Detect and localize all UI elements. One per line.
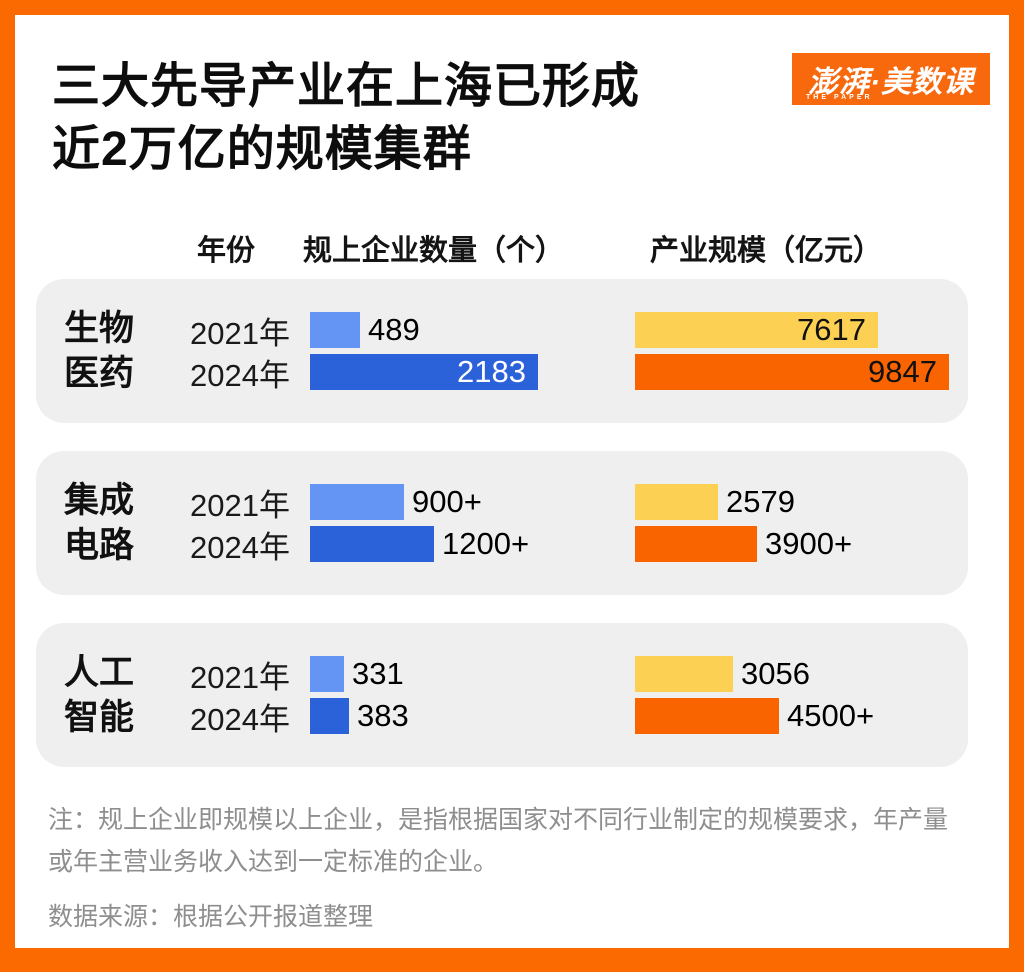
bar-row-2024: 2024年 1200+ 3900+ [162,526,965,565]
panel-integrated-circuits: 集成 电路 2021年 900+ 2579 20 [36,451,968,595]
column-headers: 年份 规上企业数量（个） 产业规模（亿元） [15,227,1009,267]
scale-cell: 3900+ [635,526,965,562]
bar-row-2021: 2021年 900+ 2579 [162,484,965,523]
scale-cell: 2579 [635,484,965,520]
scale-bar-2024: 9847 [635,354,949,390]
scale-bar-2021: 7617 [635,312,878,348]
enterprises-value: 2183 [457,354,526,389]
column-header-scale: 产业规模（亿元） [650,235,883,267]
scale-cell: 4500+ [635,698,965,734]
scale-bar-2021 [635,484,718,520]
scale-cell: 7617 [635,312,965,348]
footnotes: 注：规上企业即规模以上企业，是指根据国家对不同行业制定的规模要求，年产量或年主营… [48,799,962,935]
scale-value: 9847 [868,354,937,389]
column-header-year: 年份 [197,235,256,267]
enterprises-cell: 900+ [310,484,635,520]
enterprises-cell: 489 [310,312,635,348]
enterprises-cell: 383 [310,698,635,734]
enterprises-bar-2024: 2183 [310,354,538,390]
logo-subtext: THE PAPER [806,94,873,101]
bar-rows: 2021年 900+ 2579 2024年 [162,484,965,565]
content-area: 三大先导产业在上海已形成 近2万亿的规模集群 澎湃·美数课 THE PAPER … [15,15,1009,948]
scale-bar-2024 [635,698,779,734]
enterprises-bar-2021 [310,484,404,520]
enterprises-bar-2024 [310,698,349,734]
industry-panels: 生物 医药 2021年 489 7617 [36,279,968,795]
scale-bar-2021 [635,656,733,692]
bar-rows: 2021年 331 3056 2024年 [162,656,965,737]
year-label: 2021年 [190,315,290,351]
publisher-logo: 澎湃·美数课 THE PAPER [792,53,990,105]
enterprises-value: 489 [368,312,420,347]
column-header-enterprises: 规上企业数量（个） [303,235,565,267]
panel-biomedicine: 生物 医药 2021年 489 7617 [36,279,968,423]
year-label: 2021年 [190,487,290,523]
enterprises-cell: 2183 [310,354,635,390]
year-label: 2024年 [190,701,290,737]
enterprises-bar-2021 [310,312,360,348]
enterprises-value: 1200+ [442,526,530,561]
scale-cell: 3056 [635,656,965,692]
bar-row-2021: 2021年 331 3056 [162,656,965,695]
enterprises-bar-2021 [310,656,344,692]
bar-row-2024: 2024年 2183 9847 [162,354,965,393]
panel-artificial-intelligence: 人工 智能 2021年 331 3056 202 [36,623,968,767]
category-label: 人工 智能 [64,653,135,737]
scale-value: 3900+ [765,526,853,561]
logo-text: 澎湃·美数课 [808,66,974,99]
year-label: 2021年 [190,659,290,695]
scale-cell: 9847 [635,354,965,390]
enterprises-cell: 1200+ [310,526,635,562]
enterprises-bar-2024 [310,526,434,562]
note-definition: 注：规上企业即规模以上企业，是指根据国家对不同行业制定的规模要求，年产量或年主营… [48,806,949,876]
scale-bar-2024 [635,526,757,562]
data-source: 数据来源：根据公开报道整理 [48,903,374,931]
category-label: 生物 医药 [64,309,135,393]
enterprises-value: 331 [352,656,404,691]
year-label: 2024年 [190,357,290,393]
enterprises-cell: 331 [310,656,635,692]
bar-row-2024: 2024年 383 4500+ [162,698,965,737]
scale-value: 2579 [726,484,795,519]
enterprises-value: 900+ [412,484,482,519]
page-title: 三大先导产业在上海已形成 近2万亿的规模集群 [52,60,641,176]
scale-value: 7617 [797,312,866,347]
bar-row-2021: 2021年 489 7617 [162,312,965,351]
enterprises-value: 383 [357,698,409,733]
year-label: 2024年 [190,529,290,565]
bar-rows: 2021年 489 7617 2024年 [162,312,965,393]
scale-value: 3056 [741,656,810,691]
category-label: 集成 电路 [64,481,135,565]
scale-value: 4500+ [787,698,875,733]
